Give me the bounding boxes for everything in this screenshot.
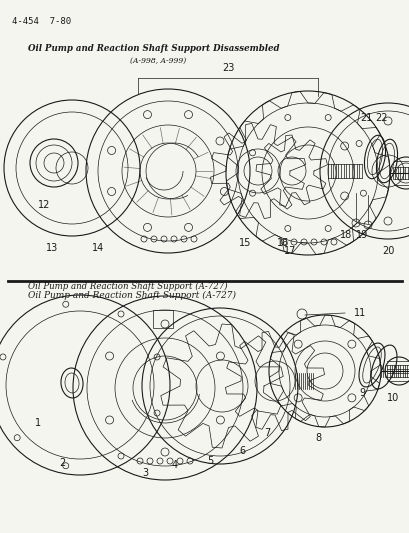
Text: (A-998, A-999): (A-998, A-999) [130,57,186,65]
Text: 17: 17 [283,246,295,256]
Text: 18: 18 [339,230,351,240]
Text: 11: 11 [353,308,365,318]
Text: 9: 9 [358,388,364,398]
Text: 5: 5 [207,456,213,466]
Text: 22: 22 [375,113,387,123]
Text: 2: 2 [59,458,65,468]
Text: 3: 3 [142,468,148,478]
Text: Oil Pump and Reaction Shaft Support (A-727): Oil Pump and Reaction Shaft Support (A-7… [28,282,227,291]
Text: 14: 14 [92,243,104,253]
Text: 6: 6 [238,446,245,456]
Text: 20: 20 [381,246,393,256]
Text: 1: 1 [35,418,41,428]
Text: 16: 16 [276,238,288,248]
Text: 19: 19 [355,230,367,240]
Text: 8: 8 [314,433,320,443]
Text: 13: 13 [46,243,58,253]
Text: 12: 12 [38,200,50,210]
Text: 10: 10 [386,393,398,403]
Text: 7: 7 [263,428,270,438]
Text: 15: 15 [238,238,251,248]
Text: Oil Pump and Reaction Shaft Support Disassembled: Oil Pump and Reaction Shaft Support Disa… [28,44,279,53]
Text: 4: 4 [171,460,178,470]
Text: 23: 23 [221,63,234,73]
Text: 21: 21 [359,113,371,123]
Text: 4-454  7-80: 4-454 7-80 [12,17,71,26]
Text: Oil Pump and Reaction Shaft Support (A-727): Oil Pump and Reaction Shaft Support (A-7… [28,291,236,300]
